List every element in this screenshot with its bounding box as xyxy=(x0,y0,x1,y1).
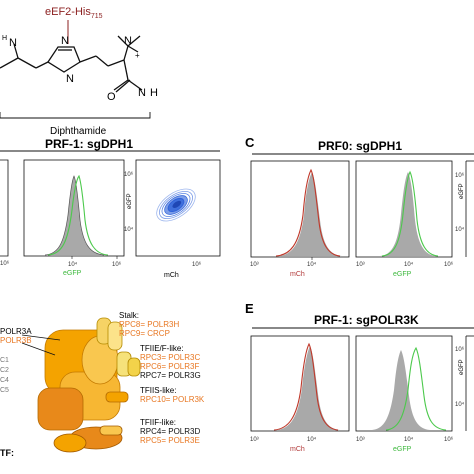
polr3b-label: POLR3B xyxy=(0,336,32,345)
xlabel-e2-egfp: eGFP xyxy=(393,446,412,453)
rpc6-label: RPC6= POLR3F xyxy=(140,362,199,371)
tick-b1: 10⁶ xyxy=(0,260,10,267)
xlabel-e1-mch: mCh xyxy=(290,446,305,453)
ylabel-c3-egfp: eGFP xyxy=(459,183,465,199)
rpc4-label: RPC4= POLR3D xyxy=(140,427,200,436)
xlabel-b2-egfp: eGFP xyxy=(63,270,82,277)
header-prf1-sgdph1: PRF-1: sgDPH1 xyxy=(45,137,133,151)
atom-n-top: N xyxy=(9,37,17,49)
atom-n-ring-bottom: N xyxy=(66,73,74,85)
panel-letter-c: C xyxy=(245,135,255,150)
histogram-c2-egfp xyxy=(355,160,453,258)
diphthamide-name: Diphthamide xyxy=(50,126,107,137)
tick-b3-x-10-6: 10⁶ xyxy=(192,261,202,268)
rpc7-label: RPC7= POLR3G xyxy=(140,371,201,380)
axis-e3-partial xyxy=(465,335,474,431)
rpc5-label: RPC5= POLR3E xyxy=(140,436,200,445)
tick-e2-10-3: 10³ xyxy=(356,437,365,443)
ylabel-e3-egfp: eGFP xyxy=(459,359,465,375)
tfiif-title: TFIIF-like: xyxy=(140,418,176,427)
xlabel-c2-egfp: eGFP xyxy=(393,271,412,278)
atom-n-ring-top: N xyxy=(61,35,69,47)
rpc10-label: RPC10= POLR3K xyxy=(140,395,205,404)
left-letter-c1: C1 xyxy=(0,357,9,364)
tick-b2-10-6: 10⁶ xyxy=(112,261,122,268)
axis-c3-partial xyxy=(465,160,474,257)
histogram-e1-mch xyxy=(250,335,350,432)
tick-c2-10-4: 10⁴ xyxy=(404,261,414,268)
tick-e1-10-4: 10⁴ xyxy=(307,436,317,443)
tick-c1-10-4: 10⁴ xyxy=(307,261,317,268)
rpc8-label: RPC8= POLR3H xyxy=(119,320,179,329)
tfiis-title: TFIIS-like: xyxy=(140,386,176,395)
rpc3-label: RPC3= POLR3C xyxy=(140,353,200,362)
contour-b3 xyxy=(135,159,221,257)
polr3a-label: POLR3A xyxy=(0,327,32,336)
atom-n-amide: N xyxy=(138,87,146,99)
stalk-title: Stalk: xyxy=(119,311,139,320)
tick-c3-10-6: 10⁶ xyxy=(455,172,465,179)
tick-b3-y-10-4: 10⁴ xyxy=(124,226,134,233)
diphthamide-structure xyxy=(0,20,151,119)
rpc9-label: RPC9= CRCP xyxy=(119,329,170,338)
atom-o: O xyxy=(107,91,116,103)
pol3-structure xyxy=(21,317,141,453)
tick-c3-10-4: 10⁴ xyxy=(455,226,465,233)
atom-h-top: H xyxy=(2,35,7,42)
header-prf1-sgpolr3k: PRF-1: sgPOLR3K xyxy=(314,313,419,327)
tick-c2-10-6: 10⁶ xyxy=(444,261,454,268)
tick-c1-10-3: 10³ xyxy=(250,262,259,268)
atom-plus: + xyxy=(135,51,140,60)
left-letter-c4: C4 xyxy=(0,377,9,384)
tick-e2-10-6: 10⁶ xyxy=(444,436,454,443)
histogram-c1-mch xyxy=(250,160,350,260)
tfiie-title: TFIIE/F-like: xyxy=(140,344,184,353)
tick-e1-10-3: 10³ xyxy=(250,437,259,443)
xlabel-b3-mch: mCh xyxy=(164,272,179,279)
atom-h-amide: H xyxy=(150,87,158,99)
panel-letter-e: E xyxy=(245,301,254,316)
atom-n-plus: N xyxy=(124,35,132,47)
tick-e3-10-6: 10⁶ xyxy=(455,346,465,353)
tick-e3-10-4: 10⁴ xyxy=(455,401,465,408)
histogram-b1-partial xyxy=(0,159,9,257)
eef2-his-label: eEF2-His715 xyxy=(45,6,103,20)
header-prf0-sgdph1: PRF0: sgDPH1 xyxy=(318,139,402,153)
left-letter-c2: C2 xyxy=(0,367,9,374)
xlabel-c1-mch: mCh xyxy=(290,271,305,278)
tick-e2-10-4: 10⁴ xyxy=(404,436,414,443)
tick-c2-10-3: 10³ xyxy=(356,262,365,268)
ylabel-b3-egfp: eGFP xyxy=(127,193,133,209)
tick-b3-y-10-6: 10⁶ xyxy=(124,171,134,178)
left-tf-label: TF: xyxy=(0,448,14,458)
left-letter-c5: C5 xyxy=(0,387,9,394)
histogram-b2-egfp xyxy=(23,159,125,259)
tick-b2-10-4: 10⁴ xyxy=(68,261,78,268)
histogram-e2-egfp xyxy=(355,335,453,432)
